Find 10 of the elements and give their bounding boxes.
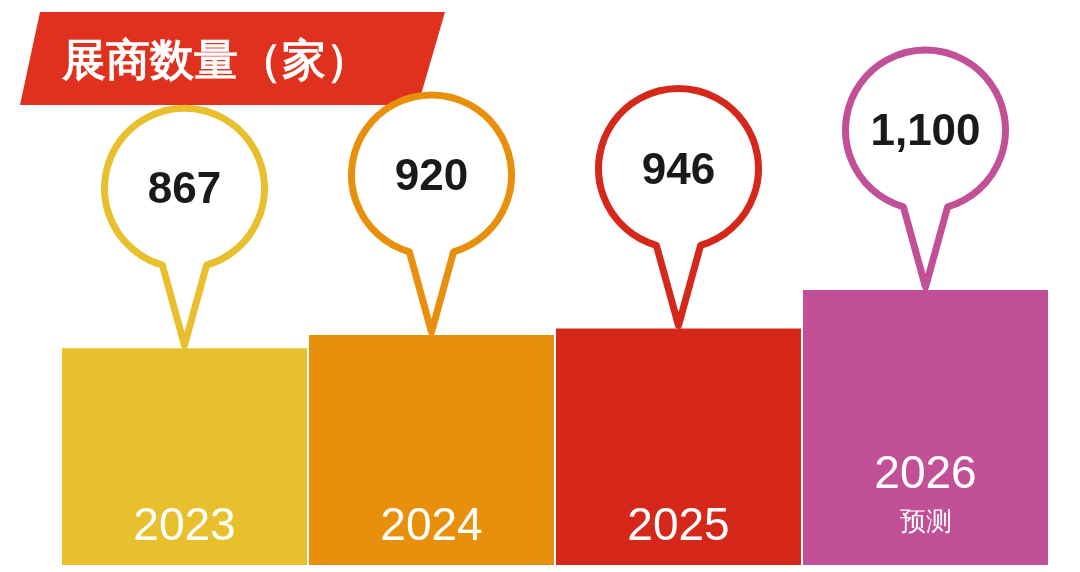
- title-banner: 展商数量（家）: [20, 12, 445, 105]
- x-tick-label: 2024: [380, 498, 483, 550]
- data-label: 920: [394, 150, 469, 199]
- data-label: 867: [147, 163, 222, 213]
- data-label: 946: [641, 143, 716, 193]
- chart-title: 展商数量（家）: [61, 35, 370, 84]
- x-tick-label: 2023: [133, 498, 236, 550]
- x-tick-label: 2026 预测: [874, 446, 977, 536]
- data-label: 1,100: [870, 105, 981, 154]
- x-tick-label: 2025: [627, 498, 730, 550]
